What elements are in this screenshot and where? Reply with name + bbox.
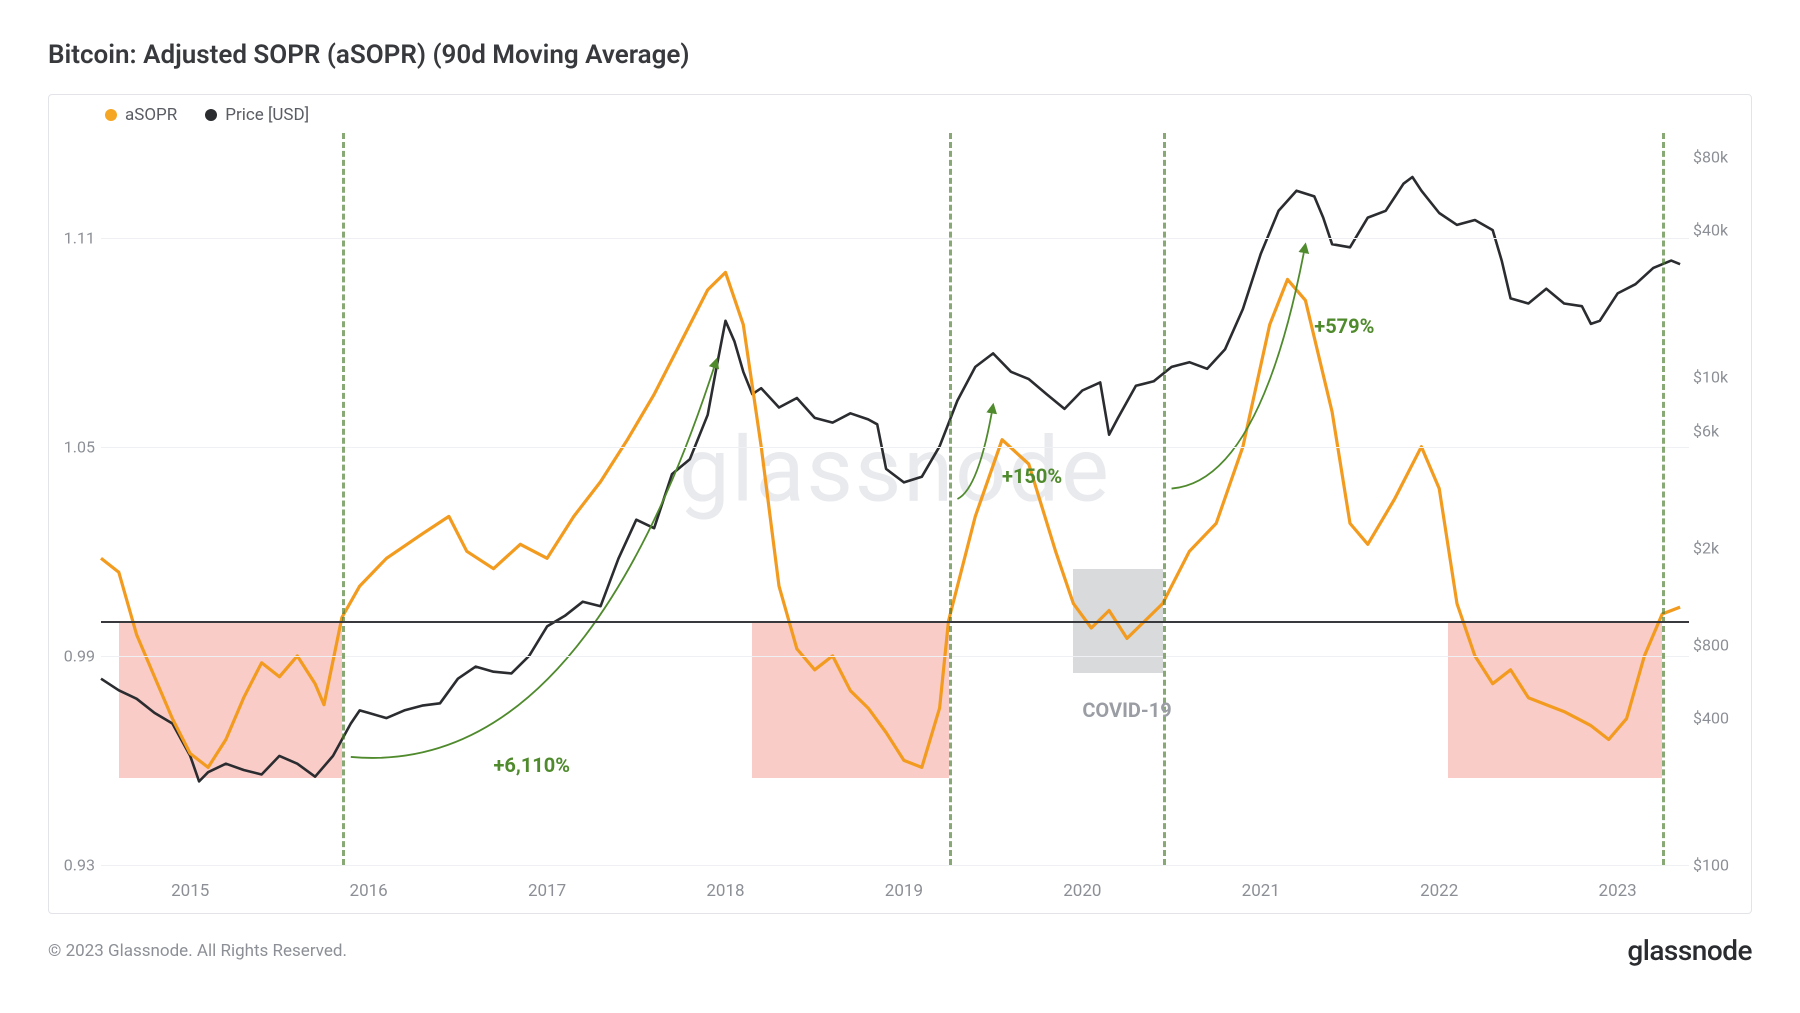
y-right-label: $80k <box>1693 147 1747 166</box>
footer: © 2023 Glassnode. All Rights Reserved. g… <box>48 934 1752 967</box>
legend-item-asopr: aSOPR <box>105 105 177 125</box>
asopr-line <box>101 272 1680 767</box>
x-label: 2020 <box>1063 881 1101 901</box>
y-left-label: 1.11 <box>51 228 95 247</box>
x-label: 2023 <box>1599 881 1637 901</box>
y-right-label: $400 <box>1693 709 1747 728</box>
y-right-label: $6k <box>1693 422 1747 441</box>
x-label: 2015 <box>171 881 209 901</box>
annotation: +579% <box>1314 314 1374 338</box>
legend-dot-asopr <box>105 109 117 121</box>
y-right-label: $40k <box>1693 221 1747 240</box>
x-label: 2022 <box>1420 881 1458 901</box>
y-right-label: $2k <box>1693 538 1747 557</box>
y-left-label: 1.05 <box>51 437 95 456</box>
legend: aSOPR Price [USD] <box>105 105 309 125</box>
cycle-divider <box>1662 133 1665 865</box>
annotation: COVID-19 <box>1082 698 1171 722</box>
x-label: 2018 <box>706 881 744 901</box>
cycle-divider <box>1163 133 1166 865</box>
legend-label-price: Price [USD] <box>225 105 309 125</box>
copyright: © 2023 Glassnode. All Rights Reserved. <box>48 941 347 961</box>
chart-container: aSOPR Price [USD] glassnode 0.930.991.05… <box>48 94 1752 914</box>
y-right-label: $10k <box>1693 368 1747 387</box>
y-right-label: $100 <box>1693 856 1747 875</box>
legend-dot-price <box>205 109 217 121</box>
cycle-divider <box>949 133 952 865</box>
gain-arrow <box>351 360 717 758</box>
x-label: 2017 <box>528 881 566 901</box>
plot-area: glassnode 0.930.991.051.11$100$400$800$2… <box>101 133 1689 865</box>
x-label: 2016 <box>350 881 388 901</box>
annotation: +150% <box>1002 464 1062 488</box>
y-left-label: 0.93 <box>51 856 95 875</box>
y-left-label: 0.99 <box>51 646 95 665</box>
x-label: 2019 <box>885 881 923 901</box>
price-line <box>101 177 1680 781</box>
y-right-label: $800 <box>1693 635 1747 654</box>
cycle-divider <box>342 133 345 865</box>
legend-label-asopr: aSOPR <box>125 105 177 125</box>
annotation: +6,110% <box>494 753 571 777</box>
sopr-one-line <box>101 621 1689 623</box>
legend-item-price: Price [USD] <box>205 105 309 125</box>
chart-title: Bitcoin: Adjusted SOPR (aSOPR) (90d Movi… <box>48 40 1752 70</box>
brand-logo: glassnode <box>1627 934 1752 967</box>
x-label: 2021 <box>1242 881 1280 901</box>
chart-svg <box>101 133 1689 865</box>
